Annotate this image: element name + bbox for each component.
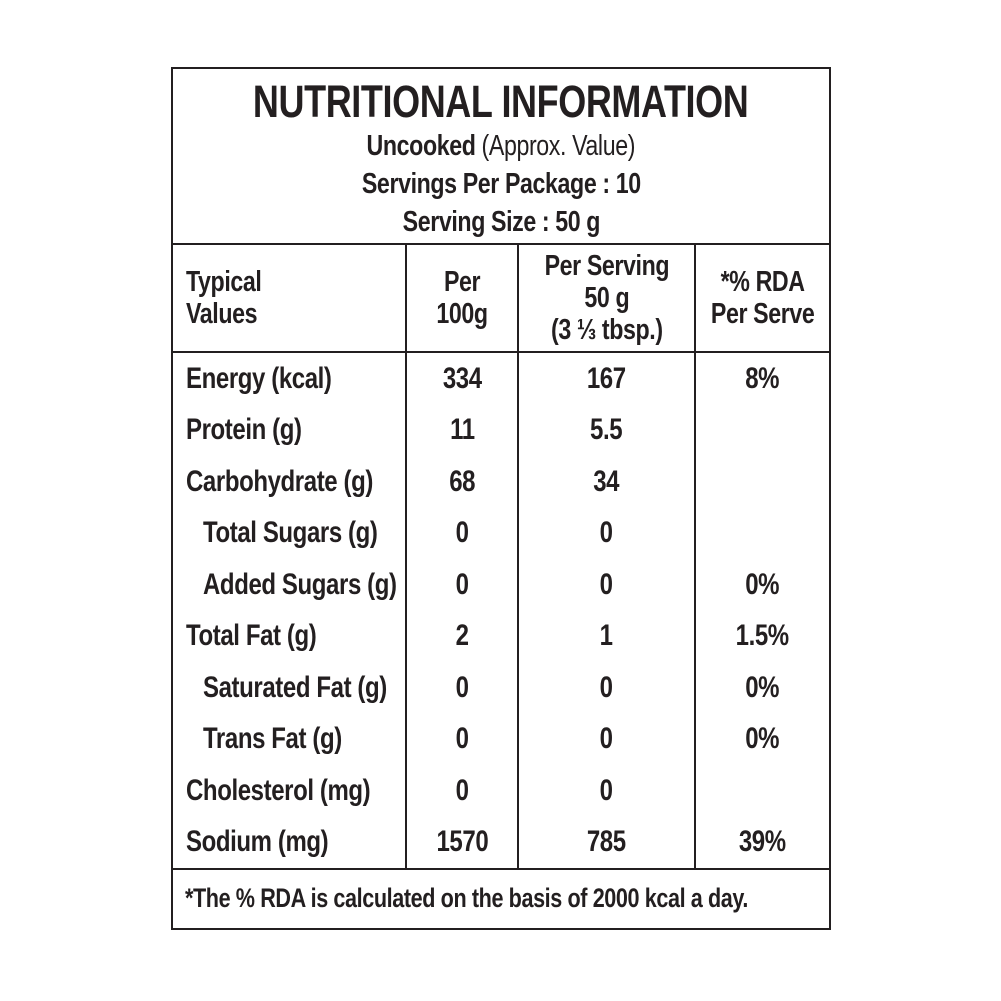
nutrient-label: Protein (g) — [186, 413, 302, 447]
value-rda: 0% — [694, 713, 829, 765]
column-header-rda-per-serve: *% RDA Per Serve — [694, 245, 829, 351]
value-per-100g: 2 — [405, 610, 517, 662]
value-per-serving: 785 — [517, 816, 694, 868]
nutrient-label: Total Fat (g) — [186, 619, 317, 653]
column-header-per-100g: Per 100g — [405, 245, 517, 351]
footnote: *The % RDA is calculated on the basis of… — [173, 868, 829, 927]
subtitle-rest: (Approx. Value) — [475, 130, 636, 162]
value-per-serving: 1 — [517, 610, 694, 662]
value-rda — [694, 404, 829, 456]
table-row: Total Fat (g) 2 1 1.5% — [173, 610, 829, 662]
value-per-100g: 0 — [405, 559, 517, 611]
value-rda — [694, 456, 829, 508]
value-per-100g: 0 — [405, 765, 517, 817]
value-rda: 0% — [694, 559, 829, 611]
table-row: Cholesterol (mg) 0 0 — [173, 765, 829, 817]
nutrient-label: Added Sugars (g) — [203, 567, 397, 601]
table-row: Sodium (mg) 1570 785 39% — [173, 816, 829, 868]
nutrient-label: Saturated Fat (g) — [203, 670, 387, 704]
value-rda — [694, 507, 829, 559]
subtitle-bold: Uncooked — [366, 130, 476, 162]
table-row: Energy (kcal) 334 167 8% — [173, 353, 829, 405]
value-per-serving: 167 — [517, 353, 694, 405]
value-per-serving: 34 — [517, 456, 694, 508]
value-per-100g: 0 — [405, 662, 517, 714]
column-header-per-serving: Per Serving 50 g (3 ⅓ tbsp.) — [517, 245, 694, 351]
value-rda: 1.5% — [694, 610, 829, 662]
nutrient-label: Sodium (mg) — [186, 825, 329, 859]
value-rda: 0% — [694, 662, 829, 714]
table-row: Added Sugars (g) 0 0 0% — [173, 559, 829, 611]
value-per-100g: 0 — [405, 713, 517, 765]
page-title: NUTRITIONAL INFORMATION — [253, 76, 749, 127]
value-per-serving: 5.5 — [517, 404, 694, 456]
value-per-serving: 0 — [517, 507, 694, 559]
column-header-row: Typical Values Per 100g Per Serving 50 g (3 … — [173, 245, 829, 353]
servings-per-package: Servings Per Package : 10 — [361, 168, 641, 200]
nutrient-label: Carbohydrate (g) — [186, 464, 373, 498]
value-per-100g: 68 — [405, 456, 517, 508]
table-row: Carbohydrate (g) 68 34 — [173, 456, 829, 508]
value-per-serving: 0 — [517, 765, 694, 817]
value-per-100g: 0 — [405, 507, 517, 559]
table-row: Trans Fat (g) 0 0 0% — [173, 713, 829, 765]
nutrient-label: Energy (kcal) — [186, 361, 332, 395]
value-rda — [694, 765, 829, 817]
value-rda: 8% — [694, 353, 829, 405]
nutrient-label: Total Sugars (g) — [203, 516, 378, 550]
serving-size: Serving Size : 50 g — [402, 206, 600, 238]
table-row: Total Sugars (g) 0 0 — [173, 507, 829, 559]
value-per-serving: 0 — [517, 559, 694, 611]
nutrition-label: NUTRITIONAL INFORMATION Uncooked (Approx… — [171, 67, 831, 930]
column-header-typical-values: Typical Values — [186, 266, 262, 330]
value-per-100g: 334 — [405, 353, 517, 405]
subtitle: Uncooked (Approx. Value) — [333, 127, 669, 165]
label-header: NUTRITIONAL INFORMATION Uncooked (Approx… — [173, 69, 829, 245]
value-rda: 39% — [694, 816, 829, 868]
nutrient-label: Trans Fat (g) — [203, 722, 342, 756]
value-per-serving: 0 — [517, 713, 694, 765]
value-per-serving: 0 — [517, 662, 694, 714]
table-row: Saturated Fat (g) 0 0 0% — [173, 662, 829, 714]
value-per-100g: 11 — [405, 404, 517, 456]
nutrient-rows: Energy (kcal) 334 167 8% Protein (g) 11 … — [173, 353, 829, 868]
value-per-100g: 1570 — [405, 816, 517, 868]
table-row: Protein (g) 11 5.5 — [173, 404, 829, 456]
nutrient-label: Cholesterol (mg) — [186, 773, 371, 807]
